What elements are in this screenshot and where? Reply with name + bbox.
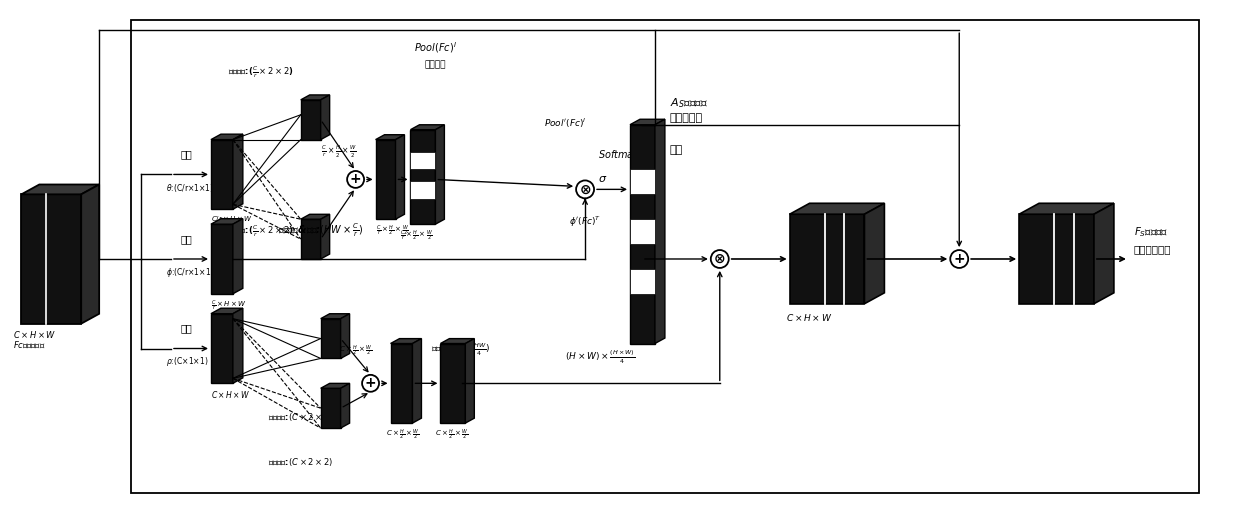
Text: $C\times H\times W$: $C\times H\times W$: [786, 311, 833, 323]
Text: $\theta$:(C/r×1×1): $\theta$:(C/r×1×1): [166, 182, 215, 194]
Polygon shape: [233, 219, 243, 294]
Polygon shape: [233, 134, 243, 209]
Text: $\frac{C}{r}\times\frac{H}{2}\times\frac{W}{2}$: $\frac{C}{r}\times\frac{H}{2}\times\frac…: [376, 224, 408, 238]
Text: +: +: [350, 172, 361, 187]
Polygon shape: [321, 214, 330, 259]
Bar: [630, 170, 655, 194]
Polygon shape: [321, 388, 341, 428]
Polygon shape: [21, 185, 99, 194]
Text: $Pool(Fc)^I$: $Pool(Fc)^I$: [414, 40, 456, 55]
Polygon shape: [376, 140, 396, 219]
Polygon shape: [1019, 204, 1114, 214]
Text: $Fc$：输入特征: $Fc$：输入特征: [14, 340, 46, 350]
Polygon shape: [211, 140, 233, 209]
Text: 平均池化:$(C\times2\times2)$: 平均池化:$(C\times2\times2)$: [268, 456, 334, 468]
Text: $A_S$：空间自: $A_S$：空间自: [670, 96, 708, 110]
Text: $\rho$:(C×1×1): $\rho$:(C×1×1): [166, 356, 208, 369]
Polygon shape: [321, 319, 341, 358]
Polygon shape: [391, 343, 413, 423]
Polygon shape: [301, 95, 330, 100]
Polygon shape: [396, 135, 404, 219]
Text: $Pool'(Fc)^I$: $Pool'(Fc)^I$: [544, 116, 587, 130]
Text: $\frac{C}{r}\times\frac{H}{2}\times\frac{W}{2}$: $\frac{C}{r}\times\frac{H}{2}\times\frac…: [321, 143, 357, 159]
Text: 注意力矩阵: 注意力矩阵: [670, 113, 703, 123]
Text: 卷积: 卷积: [180, 324, 192, 334]
Polygon shape: [211, 224, 233, 294]
Polygon shape: [790, 204, 884, 214]
Polygon shape: [410, 125, 444, 130]
Text: ⊗: ⊗: [714, 252, 725, 266]
Text: $C\times\frac{H}{2}\times\frac{W}{2}$: $C\times\frac{H}{2}\times\frac{W}{2}$: [435, 428, 469, 442]
Polygon shape: [440, 339, 475, 343]
Text: $C\times\frac{H}{2}\times\frac{W}{2}$: $C\times\frac{H}{2}\times\frac{W}{2}$: [386, 428, 419, 442]
Text: 优化后的特征: 优化后的特征: [1133, 244, 1172, 254]
Polygon shape: [440, 343, 465, 423]
Polygon shape: [301, 219, 321, 259]
Text: $\frac{C}{r}\times\frac{H}{2}\times\frac{W}{2}$: $\frac{C}{r}\times\frac{H}{2}\times\frac…: [401, 229, 434, 243]
Bar: [410, 181, 435, 199]
Polygon shape: [864, 204, 884, 304]
Polygon shape: [790, 214, 864, 304]
Text: +: +: [365, 376, 377, 390]
Text: $\phi$:(C/r×1×1): $\phi$:(C/r×1×1): [166, 266, 215, 279]
Bar: [131, 20, 1199, 493]
Text: ⊗: ⊗: [579, 182, 591, 196]
Text: 平均池化:($\frac{C}{r}\times2\times2$): 平均池化:($\frac{C}{r}\times2\times2$): [228, 224, 294, 239]
Text: 维度转换&转置:$(HW\times\frac{C}{r})$: 维度转换&转置:$(HW\times\frac{C}{r})$: [278, 222, 363, 239]
Polygon shape: [1094, 204, 1114, 304]
Polygon shape: [341, 314, 350, 358]
Text: $C\times H\times W$: $C\times H\times W$: [14, 328, 57, 340]
Bar: [630, 269, 655, 294]
Polygon shape: [465, 339, 475, 423]
Text: $F_S$：经空间: $F_S$：经空间: [1133, 225, 1168, 239]
Bar: [630, 219, 655, 244]
Polygon shape: [1019, 214, 1094, 304]
Text: $Softmax$: $Softmax$: [598, 148, 641, 159]
Polygon shape: [211, 314, 233, 383]
Text: +: +: [954, 252, 965, 266]
Polygon shape: [233, 308, 243, 383]
Polygon shape: [301, 214, 330, 219]
Text: 稀疏块点: 稀疏块点: [424, 60, 446, 69]
Polygon shape: [376, 135, 404, 140]
Text: 卷积: 卷积: [180, 234, 192, 244]
Polygon shape: [81, 185, 99, 324]
Text: 最大池化:($\frac{C}{r}\times2\times2$): 最大池化:($\frac{C}{r}\times2\times2$): [228, 64, 294, 80]
Text: 最大池化:$(C\times2\times2)$: 最大池化:$(C\times2\times2)$: [268, 411, 334, 423]
Polygon shape: [413, 339, 422, 423]
Bar: [410, 152, 435, 170]
Text: $(H\times W)\times\frac{(H\times W)}{4}$: $(H\times W)\times\frac{(H\times W)}{4}$: [565, 348, 635, 366]
Polygon shape: [21, 194, 81, 324]
Polygon shape: [321, 383, 350, 388]
Polygon shape: [341, 383, 350, 428]
Text: $\sigma$: $\sigma$: [598, 174, 608, 185]
Text: 稀疏转换:$(C\times\frac{HW}{4})$: 稀疏转换:$(C\times\frac{HW}{4})$: [430, 342, 490, 358]
Polygon shape: [435, 125, 444, 224]
Polygon shape: [630, 125, 655, 343]
Polygon shape: [321, 314, 350, 319]
Polygon shape: [301, 100, 321, 140]
Polygon shape: [410, 130, 435, 224]
Text: 卷积: 卷积: [180, 150, 192, 159]
Text: $\frac{C}{r}\times H\times W$: $\frac{C}{r}\times H\times W$: [211, 299, 247, 313]
Polygon shape: [655, 119, 665, 343]
Polygon shape: [321, 95, 330, 140]
Polygon shape: [211, 219, 243, 224]
Polygon shape: [630, 119, 665, 125]
Text: $C/r\times H\times W$: $C/r\times H\times W$: [211, 214, 253, 224]
Text: $C\times\frac{H}{2}\times\frac{W}{2}$: $C\times\frac{H}{2}\times\frac{W}{2}$: [339, 344, 372, 358]
Polygon shape: [391, 339, 422, 343]
Text: 转置: 转置: [670, 144, 683, 155]
Text: $\phi'(Fc)^T$: $\phi'(Fc)^T$: [569, 214, 601, 229]
Polygon shape: [211, 134, 243, 140]
Polygon shape: [211, 308, 243, 314]
Text: $C\times H\times W$: $C\times H\times W$: [211, 389, 250, 400]
